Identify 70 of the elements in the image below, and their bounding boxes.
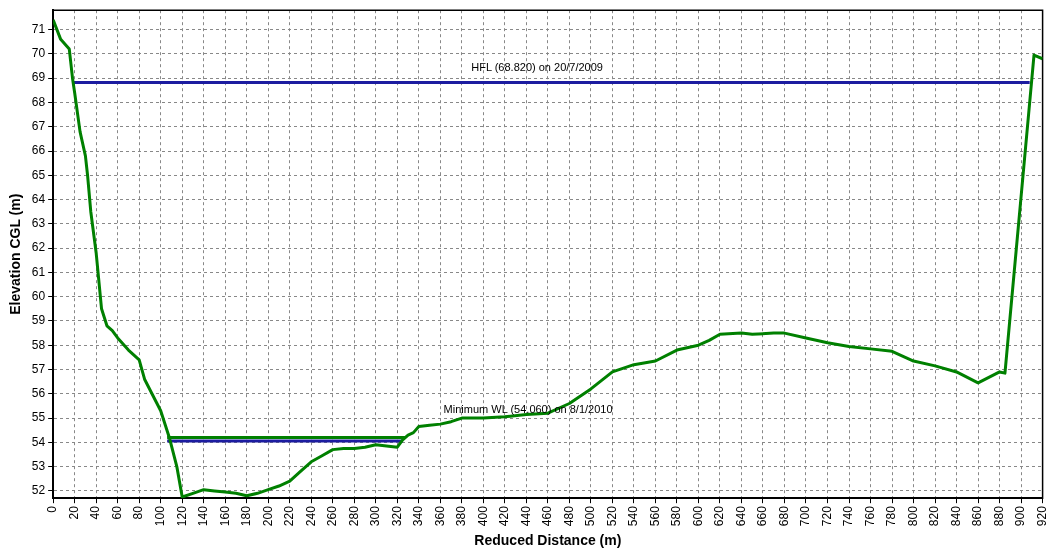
- x-tick-label: 360: [432, 505, 447, 527]
- y-tick-label: 62: [31, 240, 46, 255]
- x-tick-label: 800: [905, 505, 920, 527]
- x-tick-label: 780: [884, 505, 899, 527]
- x-tick-label: 580: [669, 505, 684, 527]
- x-tick-label: 440: [518, 505, 533, 527]
- x-tick-label: 700: [798, 505, 813, 527]
- y-tick-label: 66: [31, 143, 46, 158]
- x-tick-label: 280: [346, 505, 361, 527]
- x-tick-label: 680: [776, 505, 791, 527]
- y-tick-label: 59: [31, 313, 46, 328]
- x-tick-label: 80: [131, 505, 146, 520]
- y-tick-label: 53: [31, 458, 46, 473]
- y-tick-label: 65: [31, 167, 46, 182]
- x-tick-label: 840: [948, 505, 963, 527]
- x-tick-label: 0: [45, 505, 60, 513]
- x-axis-title: Reduced Distance (m): [474, 532, 622, 549]
- x-tick-label: 860: [970, 505, 985, 527]
- y-tick-label: 52: [31, 483, 46, 498]
- y-tick-label: 64: [31, 191, 46, 206]
- x-tick-label: 220: [282, 505, 297, 527]
- x-tick-label: 900: [1013, 505, 1028, 527]
- x-tick-label: 160: [217, 505, 232, 527]
- y-tick-label: 55: [31, 410, 46, 425]
- x-tick-label: 60: [109, 505, 124, 520]
- x-tick-label: 880: [991, 505, 1006, 527]
- x-tick-label: 560: [647, 505, 662, 527]
- y-tick-label: 60: [31, 288, 46, 303]
- x-tick-label: 600: [690, 505, 705, 527]
- y-tick-label: 58: [31, 337, 46, 352]
- x-tick-label: 140: [196, 505, 211, 527]
- x-tick-label: 260: [325, 505, 340, 527]
- x-tick-label: 920: [1034, 505, 1049, 527]
- x-tick-label: 180: [239, 505, 254, 527]
- y-tick-label: 68: [31, 94, 46, 109]
- y-tick-label: 56: [31, 386, 46, 401]
- y-tick-label: 71: [31, 21, 46, 36]
- x-tick-label: 340: [411, 505, 426, 527]
- x-tick-label: 420: [497, 505, 512, 527]
- x-tick-label: 640: [733, 505, 748, 527]
- y-tick-label: 54: [31, 434, 46, 449]
- x-tick-label: 460: [540, 505, 555, 527]
- x-tick-label: 820: [927, 505, 942, 527]
- x-tick-label: 40: [88, 505, 103, 520]
- x-tick-label: 300: [368, 505, 383, 527]
- x-tick-label: 380: [454, 505, 469, 527]
- x-tick-label: 720: [819, 505, 834, 527]
- x-tick-label: 240: [303, 505, 318, 527]
- y-tick-label: 69: [31, 70, 46, 85]
- x-tick-label: 20: [66, 505, 81, 520]
- x-tick-label: 500: [583, 505, 598, 527]
- x-tick-label: 620: [712, 505, 727, 527]
- x-tick-label: 400: [475, 505, 490, 527]
- x-tick-label: 540: [626, 505, 641, 527]
- y-tick-label: 70: [31, 46, 46, 61]
- x-tick-label: 740: [841, 505, 856, 527]
- y-tick-label: 61: [31, 264, 46, 279]
- y-tick-label: 63: [31, 216, 46, 231]
- y-axis-title: Elevation CGL (m): [7, 193, 24, 315]
- x-tick-label: 520: [604, 505, 619, 527]
- x-tick-label: 200: [260, 505, 275, 527]
- x-tick-label: 100: [153, 505, 168, 527]
- x-tick-label: 320: [389, 505, 404, 527]
- x-tick-label: 480: [561, 505, 576, 527]
- x-tick-label: 660: [755, 505, 770, 527]
- x-tick-label: 120: [174, 505, 189, 527]
- y-tick-label: 67: [31, 119, 46, 134]
- y-tick-label: 57: [31, 361, 46, 376]
- annotation: HFL (68.820) on 20/7/2009: [471, 61, 603, 74]
- x-tick-label: 760: [862, 505, 877, 527]
